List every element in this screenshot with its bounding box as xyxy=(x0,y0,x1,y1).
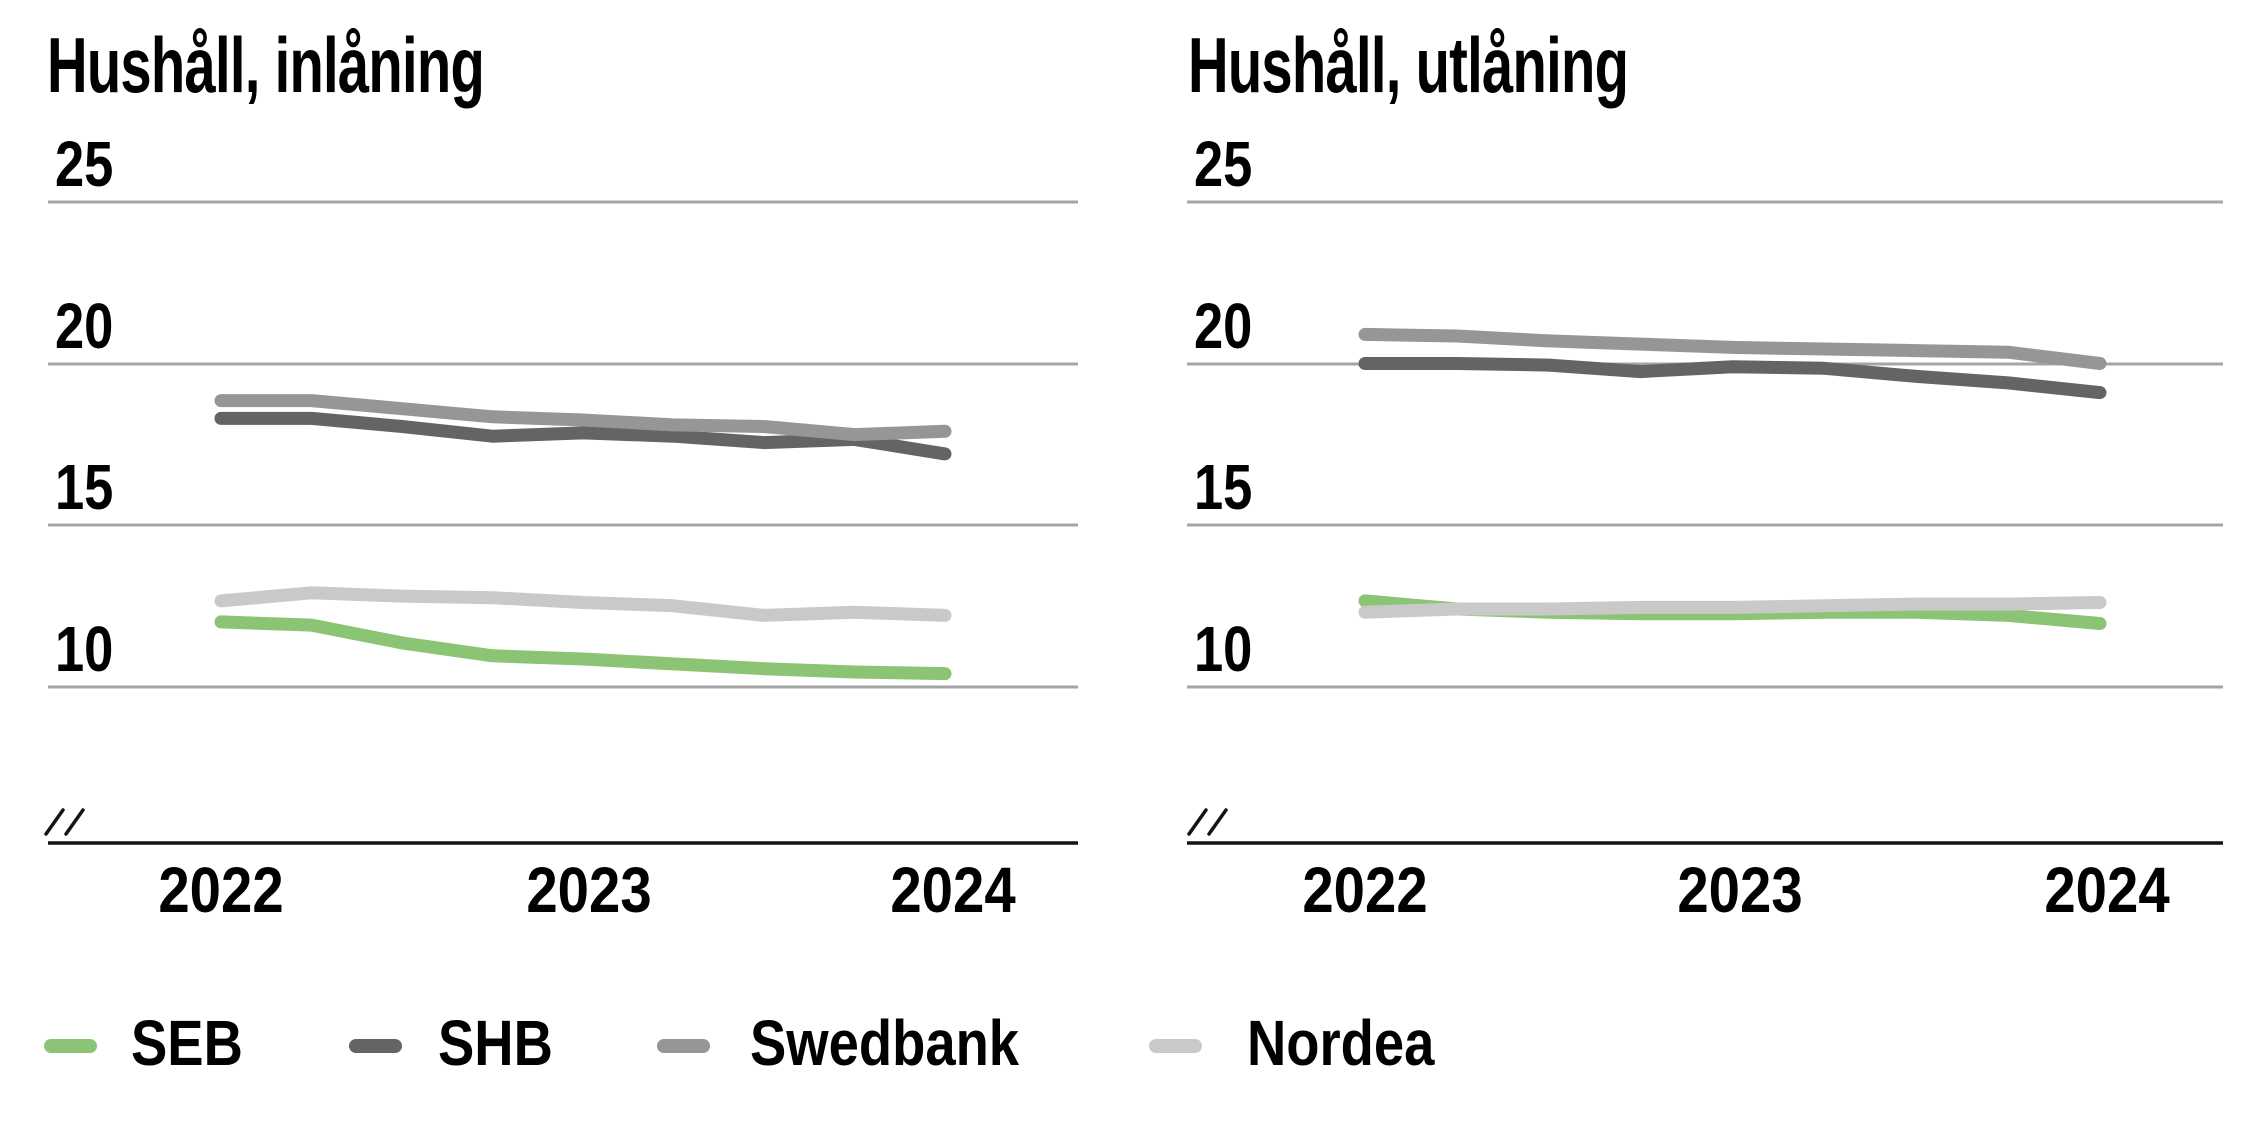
legend: SEB SHB Swedbank Nordea xyxy=(0,995,2258,1105)
plot-area-utlaning xyxy=(1187,200,2223,845)
axis-break-icon xyxy=(44,808,85,836)
x-tick-label: 2022 xyxy=(158,854,284,926)
y-tick-label: 15 xyxy=(1194,451,1253,523)
axis-break-icon xyxy=(1187,808,1228,836)
swedbank-line-swatch-icon xyxy=(657,1039,710,1053)
x-tick-label: 2024 xyxy=(890,854,1016,926)
y-tick-label: 25 xyxy=(55,128,114,200)
x-tick-label: 2024 xyxy=(2044,854,2170,926)
series-line-nordea xyxy=(1358,596,2107,619)
shb-line-swatch-icon xyxy=(349,1039,402,1053)
y-tick-label: 15 xyxy=(55,451,114,523)
series-line-seb xyxy=(214,615,952,681)
y-tick-label: 10 xyxy=(55,613,114,685)
x-tick-label: 2023 xyxy=(526,854,652,926)
y-tick-label: 20 xyxy=(55,290,114,362)
x-tick-label: 2023 xyxy=(1677,854,1803,926)
legend-label-shb: SHB xyxy=(438,1007,553,1079)
legend-label-nordea: Nordea xyxy=(1247,1007,1435,1079)
y-tick-label: 20 xyxy=(1194,290,1253,362)
chart-utlaning: Hushåll, utlåning 25 20 15 10 2022 2023 … xyxy=(1129,0,2258,975)
nordea-line-swatch-icon xyxy=(1149,1039,1202,1053)
chart-inlaning: Hushåll, inlåning 25 20 15 10 2022 2023 … xyxy=(0,0,1129,975)
series-line-shb xyxy=(214,411,952,461)
series-line-nordea xyxy=(214,586,952,622)
legend-label-seb: SEB xyxy=(131,1007,243,1079)
series-line-swedbank xyxy=(1358,327,2107,370)
plot-area-inlaning xyxy=(44,200,1078,845)
chart-title-utlaning: Hushåll, utlåning xyxy=(1188,21,1629,109)
x-tick-label: 2022 xyxy=(1302,854,1428,926)
chart-title-inlaning: Hushåll, inlåning xyxy=(47,21,485,109)
series-line-shb xyxy=(1358,357,2107,400)
seb-line-swatch-icon xyxy=(44,1039,97,1053)
legend-label-swedbank: Swedbank xyxy=(750,1007,1020,1079)
y-tick-label: 25 xyxy=(1194,128,1253,200)
series-line-swedbank xyxy=(214,394,952,442)
y-tick-label: 10 xyxy=(1194,613,1253,685)
gridlines xyxy=(48,200,1078,689)
